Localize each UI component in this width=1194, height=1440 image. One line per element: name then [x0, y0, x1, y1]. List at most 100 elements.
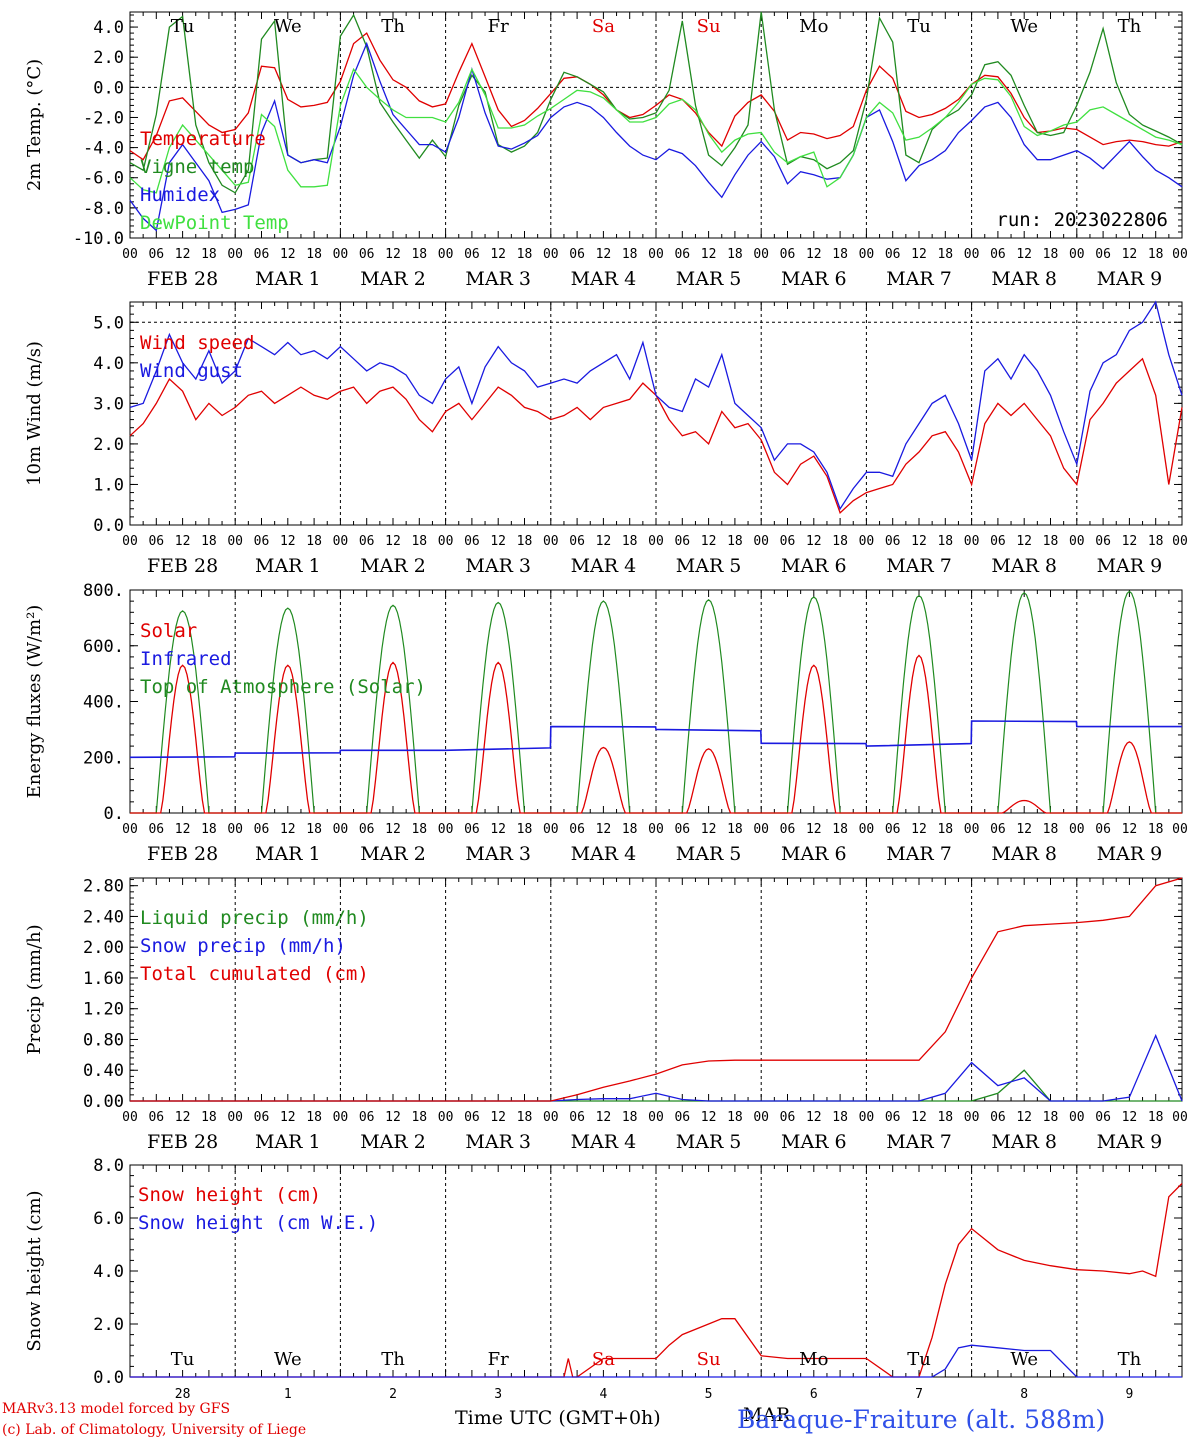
hour-tick-label: 18: [622, 247, 638, 262]
series-line-2: [130, 1033, 1183, 1102]
hour-tick-label: 18: [411, 534, 427, 549]
date-label: MAR 2: [360, 268, 426, 290]
hour-tick-label: 12: [596, 1110, 612, 1125]
hour-tick-label: 00: [333, 534, 349, 549]
hour-tick-label: 00: [543, 1110, 559, 1125]
weekday-label: Su: [697, 16, 721, 37]
hour-tick-label: 06: [1095, 534, 1111, 549]
y-tick-label: 0.40: [83, 1061, 124, 1081]
y-axis-label: Snow height (cm): [24, 1190, 45, 1351]
y-tick-label: 5.0: [93, 313, 124, 333]
series-line-1: [130, 1183, 1183, 1378]
hour-tick-label: 18: [201, 247, 217, 262]
hour-tick-label: 18: [201, 822, 217, 837]
hour-tick-label: 12: [701, 1110, 717, 1125]
date-label: MAR 7: [886, 843, 952, 865]
day-number-label: 3: [494, 1387, 502, 1402]
series-line-2: [130, 1344, 1182, 1378]
y-tick-label: 0.80: [83, 1030, 124, 1050]
weekday-label: We: [274, 16, 302, 37]
hour-tick-label: 00: [543, 534, 559, 549]
hour-tick-label: 12: [806, 1110, 822, 1125]
hour-tick-label: 12: [596, 247, 612, 262]
y-tick-label: -4.0: [83, 139, 124, 159]
hour-tick-label: 00: [859, 822, 875, 837]
date-label: MAR 1: [255, 555, 321, 577]
date-label: MAR 5: [676, 843, 742, 865]
hour-tick-label: 00: [753, 822, 769, 837]
y-tick-label: 0.0: [93, 78, 124, 98]
hour-tick-label: 12: [280, 534, 296, 549]
weekday-label: Fr: [488, 16, 509, 37]
weekday-label: Th: [1118, 16, 1142, 37]
hour-tick-label: 18: [832, 822, 848, 837]
weekday-label: Th: [381, 16, 405, 37]
hour-tick-label: 06: [780, 534, 796, 549]
time-axis-label: Time UTC (GMT+0h): [455, 1407, 661, 1429]
hour-tick-label: 18: [622, 534, 638, 549]
hour-tick-label: 18: [1043, 247, 1059, 262]
legend-entry: Snow height (cm W.E.): [138, 1212, 378, 1234]
y-axis-label: 10m Wind (m/s): [24, 341, 45, 486]
y-tick-label: -8.0: [83, 199, 124, 219]
hour-tick-label: 12: [1122, 1110, 1138, 1125]
weekday-label: We: [1010, 1349, 1038, 1370]
legend-entry: Liquid precip (mm/h): [140, 907, 369, 929]
hour-tick-label: 00: [964, 247, 980, 262]
legend-entry: DewPoint Temp: [140, 212, 289, 234]
hour-tick-label: 18: [1043, 534, 1059, 549]
hour-tick-label: 12: [1122, 534, 1138, 549]
y-tick-label: 1.20: [83, 1000, 124, 1020]
date-label: MAR 7: [886, 555, 952, 577]
y-axis-label: 2m Temp. (°C): [24, 59, 45, 191]
model-footnote: MARv3.13 model forced by GFS: [2, 1401, 230, 1417]
hour-tick-label: 18: [201, 534, 217, 549]
legend-entry: Humidex: [140, 184, 220, 206]
weekday-label: Tu: [907, 1349, 931, 1370]
date-label: MAR 8: [991, 843, 1057, 865]
weekday-label: Sa: [592, 16, 615, 37]
hour-tick-label: 18: [201, 1110, 217, 1125]
y-tick-label: 2.0: [93, 1315, 124, 1335]
run-label: run: 2023022806: [996, 209, 1168, 231]
date-label: MAR 1: [255, 1131, 321, 1153]
date-label: MAR 8: [991, 555, 1057, 577]
hour-tick-label: 06: [674, 822, 690, 837]
hour-tick-label: 06: [464, 534, 480, 549]
overlap-date-text: MAR: [743, 1404, 791, 1426]
hour-tick-label: 06: [254, 822, 270, 837]
hour-tick-label: 18: [517, 822, 533, 837]
hour-tick-label: 00: [122, 247, 138, 262]
chart-panel-3: 800. 600. 400. 200. 0. Energy fluxes (W/m²) 00…: [24, 581, 1188, 865]
hour-tick-label: 00: [859, 534, 875, 549]
date-label: MAR 8: [991, 1131, 1057, 1153]
hour-tick-label: 12: [1016, 822, 1032, 837]
hour-tick-label: 06: [885, 822, 901, 837]
hour-tick-label: 00: [227, 1110, 243, 1125]
series-line-toa: [130, 590, 1182, 814]
series-line-solar: [130, 654, 1182, 814]
day-number-label: 5: [705, 1387, 713, 1402]
date-label: MAR 3: [465, 268, 531, 290]
hour-tick-label: 18: [306, 1110, 322, 1125]
weekday-label: Sa: [592, 1349, 615, 1370]
day-number-label: 28: [175, 1387, 191, 1402]
hour-tick-label: 18: [306, 247, 322, 262]
hour-tick-label: 06: [990, 247, 1006, 262]
y-tick-label: 1.60: [83, 969, 124, 989]
hour-tick-label: 00: [227, 534, 243, 549]
date-label: MAR 3: [465, 843, 531, 865]
hour-tick-label: 12: [911, 534, 927, 549]
hour-tick-label: 00: [333, 1110, 349, 1125]
hour-tick-label: 18: [1148, 822, 1164, 837]
hour-tick-label: 12: [806, 247, 822, 262]
hour-tick-label: 00: [1172, 822, 1188, 837]
hour-tick-label: 00: [964, 822, 980, 837]
date-label: MAR 4: [571, 1131, 637, 1153]
hour-tick-label: 00: [1172, 1110, 1188, 1125]
y-tick-label: 4.0: [93, 354, 124, 374]
date-label: MAR 2: [360, 843, 426, 865]
hour-tick-label: 06: [1095, 1110, 1111, 1125]
y-tick-label: 400.: [83, 693, 124, 713]
